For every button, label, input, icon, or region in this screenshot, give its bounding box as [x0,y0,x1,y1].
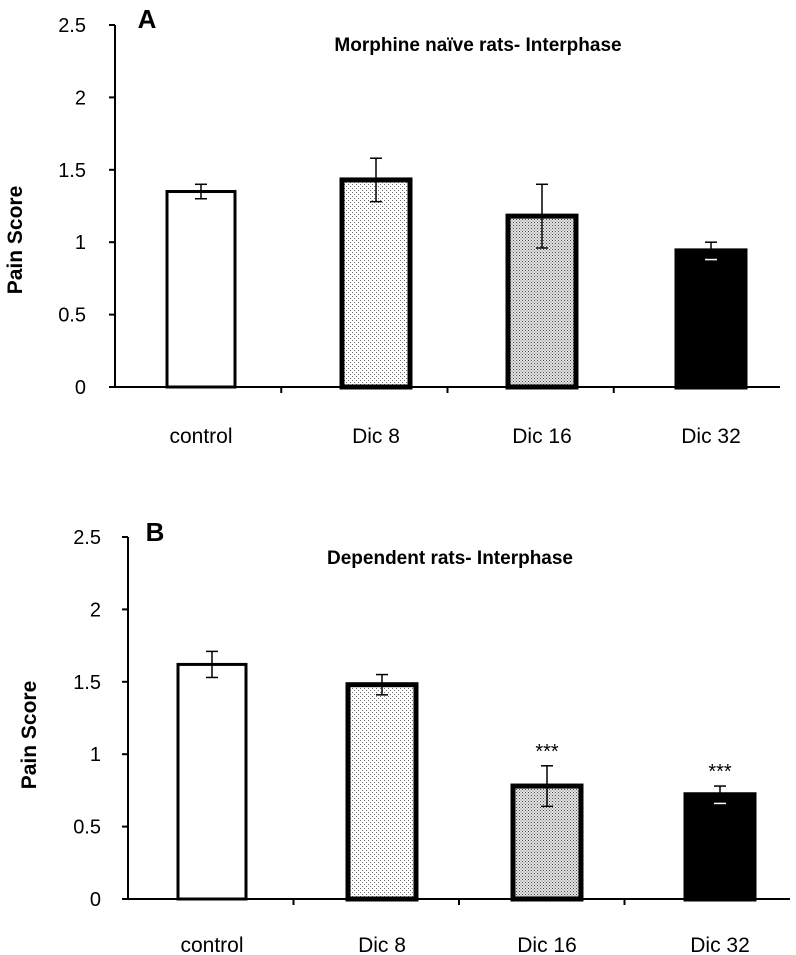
chart-title: Dependent rats- Interphase [327,548,573,569]
category-label: Dic 32 [681,425,741,448]
chart-title: Morphine naïve rats- Interphase [334,35,621,56]
bar-dic-32 [683,792,757,902]
bar-control [176,662,248,901]
panel-label: A [138,4,157,34]
bar-dic-32 [674,248,748,390]
bar-control [165,190,237,389]
y-tick-label: 2 [90,599,101,621]
category-label: control [180,934,243,955]
y-tick-label: 2.5 [73,527,101,549]
category-label: Dic 8 [352,425,400,448]
panel-label: B [146,517,165,547]
significance-mark: *** [535,741,559,763]
y-tick-label: 0 [90,889,101,911]
y-tick-label: 1 [75,232,86,254]
y-axis-label: Pain Score [18,681,41,790]
chart-panel-b: 0 0.5 1 1.5 2 2.5 control Dic 8 Dic 16 *** Dic 32 *… [18,517,790,955]
y-tick-label: 0 [75,377,86,399]
category-label: Dic 32 [690,934,750,955]
chart-panel-a: 0 0.5 1 1.5 2 2.5 control Dic 8 Dic 16 Dic 32 A Mor… [4,4,780,448]
y-tick-label: 1 [90,744,101,766]
y-tick-label: 1.5 [73,672,101,694]
y-tick-label: 2 [75,87,86,109]
significance-mark: *** [708,761,732,783]
category-label: Dic 16 [512,425,572,448]
y-tick-label: 0.5 [58,305,86,327]
bar-dic-8 [339,177,413,390]
category-label: Dic 16 [517,934,577,955]
category-label: Dic 8 [358,934,406,955]
y-tick-label: 0.5 [73,817,101,839]
category-label: control [169,425,232,448]
y-axis-label: Pain Score [4,186,27,295]
y-tick-label: 2.5 [58,15,86,37]
y-tick-label: 1.5 [58,160,86,182]
bar-dic-8 [345,682,419,902]
